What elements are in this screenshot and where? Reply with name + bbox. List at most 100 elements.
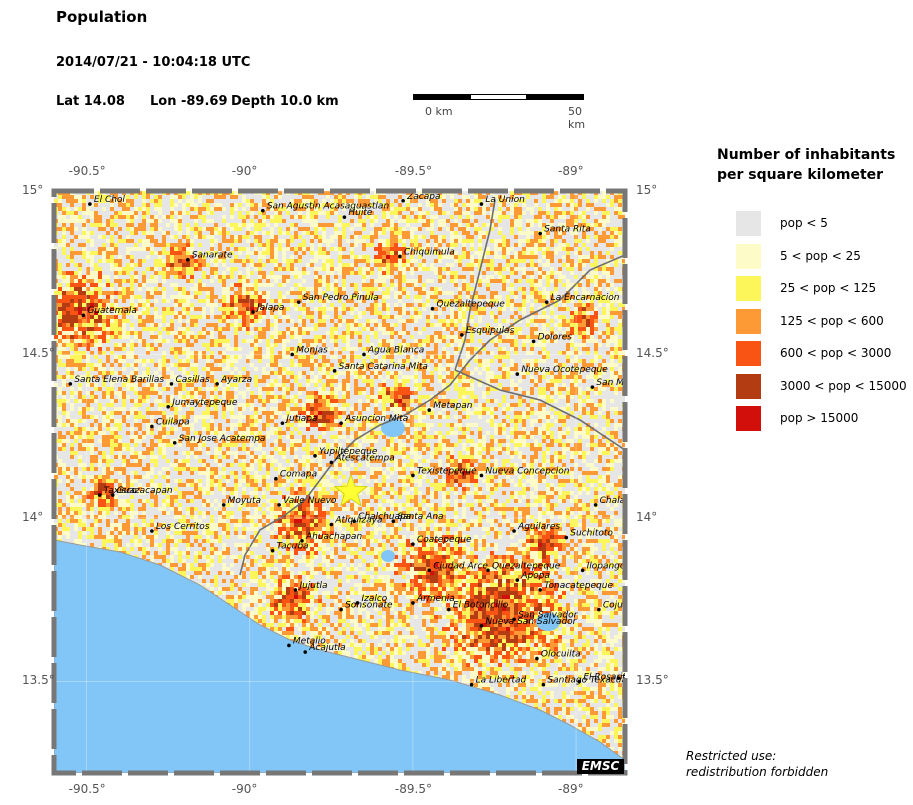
tick-label-lon-top: -89° (558, 164, 584, 178)
city-label: Sanarate (192, 251, 233, 261)
city-marker (172, 440, 177, 445)
city-label: Santa Elena Barillas (74, 375, 164, 385)
tick-label-lon-bottom: -89° (558, 782, 584, 796)
country-border-2 (454, 369, 625, 451)
scale-start-label: 0 km (425, 105, 453, 118)
city-label: Yupiltepeque (319, 447, 378, 457)
city-label: Agua Blanca (367, 345, 424, 355)
city-marker (590, 385, 595, 389)
city-label: Zacatecoluca (621, 669, 682, 679)
city-label: Atiquizaya (334, 516, 382, 526)
city-marker (274, 476, 278, 481)
country-border-0 (239, 254, 625, 576)
tick-label-lat-left: 13.5° (22, 673, 55, 687)
tick-label-lat-right: 15° (636, 183, 657, 197)
city-marker (401, 199, 405, 203)
city-label: Apopa (520, 571, 550, 581)
epicenter-star-icon (333, 473, 369, 507)
city-marker (97, 493, 102, 497)
event-longitude: Lon -89.69 (150, 94, 228, 109)
city-marker (411, 542, 415, 546)
legend-label: 125 < pop < 600 (780, 314, 884, 328)
city-marker (544, 300, 549, 304)
city-label: Santa Catarina Mita (339, 362, 428, 372)
lake-ilopango (536, 613, 560, 631)
scale-bar: 0 km 50 km (411, 92, 601, 131)
city-marker (261, 208, 265, 213)
tick-label-lon-bottom: -90.5° (69, 782, 106, 796)
scale-segment (527, 94, 584, 100)
city-label: Metapan (433, 401, 473, 411)
city-marker (150, 424, 154, 429)
city-marker (479, 202, 484, 206)
city-marker (531, 339, 536, 344)
city-label: San Agustin Acasaguastlan (267, 202, 390, 212)
city-marker (512, 529, 516, 533)
city-label: Santiago Texacuangos (547, 676, 648, 686)
legend-swatch (736, 373, 761, 399)
city-marker (391, 519, 396, 524)
city-marker (515, 372, 520, 376)
city-marker (580, 568, 585, 573)
city-label: San Marcos (596, 378, 648, 388)
city-marker (329, 460, 334, 465)
city-label: Santa Ana (397, 512, 443, 522)
city-label: San Salvador (518, 610, 579, 620)
city-label: San Pedro Pinula (303, 293, 379, 303)
city-marker (479, 624, 484, 628)
sea (54, 539, 625, 773)
page-title: Population (56, 8, 147, 26)
city-label: Jumaytepeque (170, 398, 238, 408)
city-label: Aguilares (517, 522, 560, 532)
legend-swatch (736, 406, 761, 431)
city-label: Chiquimula (404, 247, 455, 257)
tick-label-lat-right: 13.5° (636, 673, 669, 687)
city-label: Tonacatepeque (544, 581, 613, 591)
city-marker (270, 548, 275, 553)
city-marker (515, 578, 520, 582)
legend-label: pop > 15000 (780, 411, 858, 425)
city-marker (339, 421, 343, 425)
city-label: La Encarnacion (551, 293, 620, 303)
city-label: Moyuta (228, 496, 261, 506)
tick-label-lon-top: -89.5° (395, 164, 432, 178)
legend-title-line2: per square kilometer (717, 165, 895, 185)
city-label: Coatepeque (417, 535, 472, 545)
city-marker (538, 588, 542, 592)
legend-title-line1: Number of inhabitants (717, 145, 895, 165)
legend-swatch (736, 308, 761, 334)
city-marker (427, 408, 432, 412)
legend-swatch (736, 341, 761, 366)
city-label: Guatemala (87, 306, 137, 316)
city-marker (535, 656, 539, 661)
city-marker (469, 682, 474, 687)
city-label: El Botoncillo (453, 601, 509, 611)
city-label: Santa Rita (544, 225, 591, 235)
city-marker (352, 519, 356, 524)
tick-label-lat-left: 14.5° (22, 346, 55, 360)
city-marker (332, 369, 337, 373)
tick-label-lon-bottom: -90° (232, 782, 258, 796)
tick-label-lon-bottom: -89.5° (395, 782, 432, 796)
map-content: El Chol San Agustin Acasaguastlan Zacapa La… (54, 191, 682, 773)
city-marker (221, 503, 226, 507)
city-marker (166, 404, 170, 409)
legend-label: pop < 5 (780, 216, 828, 230)
tick-label-lat-right: 14.5° (636, 346, 669, 360)
city-marker (150, 529, 154, 533)
restricted-use-notice: Restricted use: redistribution forbidden (686, 748, 828, 780)
city-label: Huite (348, 208, 373, 218)
city-label: Nueva Ocotepeque (521, 365, 608, 375)
event-depth: Depth 10.0 km (231, 94, 339, 109)
city-marker (512, 617, 516, 622)
city-marker (460, 333, 464, 337)
city-label: San Jose Acatempa (179, 434, 266, 444)
city-marker (88, 202, 92, 206)
scale-segment (470, 94, 527, 100)
city-marker (287, 643, 291, 648)
city-marker (355, 601, 360, 605)
legend-swatch (736, 211, 761, 236)
city-label: Sonsonate (345, 601, 393, 611)
city-label: Izalco (361, 594, 387, 604)
